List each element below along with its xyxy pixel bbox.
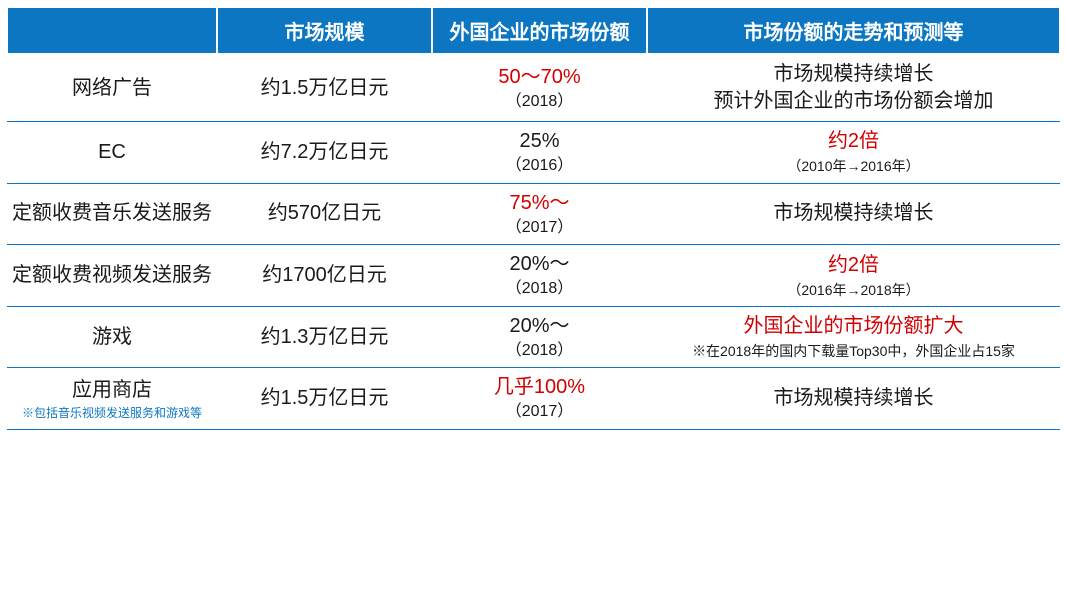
cell-share: 50～70%（2018） (432, 54, 647, 122)
row-label-sub: ※包括音乐视频发送服务和游戏等 (11, 406, 213, 420)
share-value: 50～70% (436, 64, 643, 91)
trend-value: 约2倍 (651, 252, 1056, 279)
share-value: 几乎100% (436, 374, 643, 401)
cell-trend: 约2倍 （2016年→2018年） (647, 245, 1060, 307)
share-year: （2018） (436, 278, 643, 300)
share-year: （2016） (436, 155, 643, 177)
row-label-text: EC (98, 141, 126, 163)
row-label-text: 网络广告 (72, 77, 152, 99)
cell-share: 20%～（2018） (432, 306, 647, 368)
row-label: 网络广告 (7, 54, 217, 122)
cell-scale: 约1.3万亿日元 (217, 306, 432, 368)
trend-note: ※在2018年的国内下载量Top30中，外国企业占15家 (651, 342, 1056, 361)
cell-share: 几乎100%（2017） (432, 368, 647, 430)
share-value: 20%～ (436, 251, 643, 278)
share-value: 25% (436, 128, 643, 155)
cell-scale: 约1.5万亿日元 (217, 368, 432, 430)
trend-value: 外国企业的市场份额扩大 (651, 313, 1056, 340)
share-value: 75%～ (436, 190, 643, 217)
share-year: （2018） (436, 91, 643, 113)
cell-scale: 约1.5万亿日元 (217, 54, 432, 122)
row-label: 定额收费视频发送服务 (7, 245, 217, 307)
table-row: 游戏约1.3万亿日元20%～（2018）外国企业的市场份额扩大※在2018年的国… (7, 306, 1060, 368)
table-header-row: 市场规模 外国企业的市场份额 市场份额的走势和预测等 (7, 7, 1060, 54)
table-row: 定额收费视频发送服务约1700亿日元20%～（2018）约2倍（2016年→20… (7, 245, 1060, 307)
share-year: （2018） (436, 340, 643, 362)
row-label: 游戏 (7, 306, 217, 368)
row-label-text: 定额收费音乐发送服务 (12, 202, 212, 224)
cell-share: 25%（2016） (432, 122, 647, 184)
row-label: 应用商店 ※包括音乐视频发送服务和游戏等 (7, 368, 217, 430)
cell-share: 20%～（2018） (432, 245, 647, 307)
trend-value: 市场规模持续增长 (651, 200, 1056, 227)
header-trend: 市场份额的走势和预测等 (647, 7, 1060, 54)
trend-value: 约2倍 (651, 128, 1056, 155)
cell-share: 75%～（2017） (432, 183, 647, 245)
row-label-text: 定额收费视频发送服务 (12, 264, 212, 286)
cell-trend: 市场规模持续增长预计外国企业的市场份额会增加 (647, 54, 1060, 122)
share-value: 20%～ (436, 313, 643, 340)
table-body: 网络广告约1.5万亿日元50～70%（2018）市场规模持续增长预计外国企业的市… (7, 54, 1060, 429)
row-label-text: 应用商店 (72, 379, 152, 401)
trend-note: （2016年→2018年） (651, 281, 1056, 300)
table-row: EC约7.2万亿日元25%（2016）约2倍（2010年→2016年） (7, 122, 1060, 184)
header-scale: 市场规模 (217, 7, 432, 54)
cell-scale: 约7.2万亿日元 (217, 122, 432, 184)
cell-trend: 外国企业的市场份额扩大 ※在2018年的国内下载量Top30中，外国企业占15家 (647, 306, 1060, 368)
table-row: 网络广告约1.5万亿日元50～70%（2018）市场规模持续增长预计外国企业的市… (7, 54, 1060, 122)
cell-trend: 市场规模持续增长 (647, 368, 1060, 430)
row-label: EC (7, 122, 217, 184)
cell-scale: 约1700亿日元 (217, 245, 432, 307)
cell-trend: 市场规模持续增长 (647, 183, 1060, 245)
cell-trend: 约2倍 （2010年→2016年） (647, 122, 1060, 184)
trend-note: （2010年→2016年） (651, 157, 1056, 176)
cell-scale: 约570亿日元 (217, 183, 432, 245)
row-label-text: 游戏 (92, 326, 132, 348)
trend-value: 市场规模持续增长预计外国企业的市场份额会增加 (651, 61, 1056, 115)
market-table: 市场规模 外国企业的市场份额 市场份额的走势和预测等 网络广告约1.5万亿日元5… (6, 6, 1061, 430)
header-foreign-share: 外国企业的市场份额 (432, 7, 647, 54)
share-year: （2017） (436, 217, 643, 239)
table-row: 定额收费音乐发送服务约570亿日元75%～（2017）市场规模持续增长 (7, 183, 1060, 245)
table-row: 应用商店※包括音乐视频发送服务和游戏等约1.5万亿日元几乎100%（2017）市… (7, 368, 1060, 430)
trend-value: 市场规模持续增长 (651, 385, 1056, 412)
header-blank (7, 7, 217, 54)
row-label: 定额收费音乐发送服务 (7, 183, 217, 245)
share-year: （2017） (436, 401, 643, 423)
